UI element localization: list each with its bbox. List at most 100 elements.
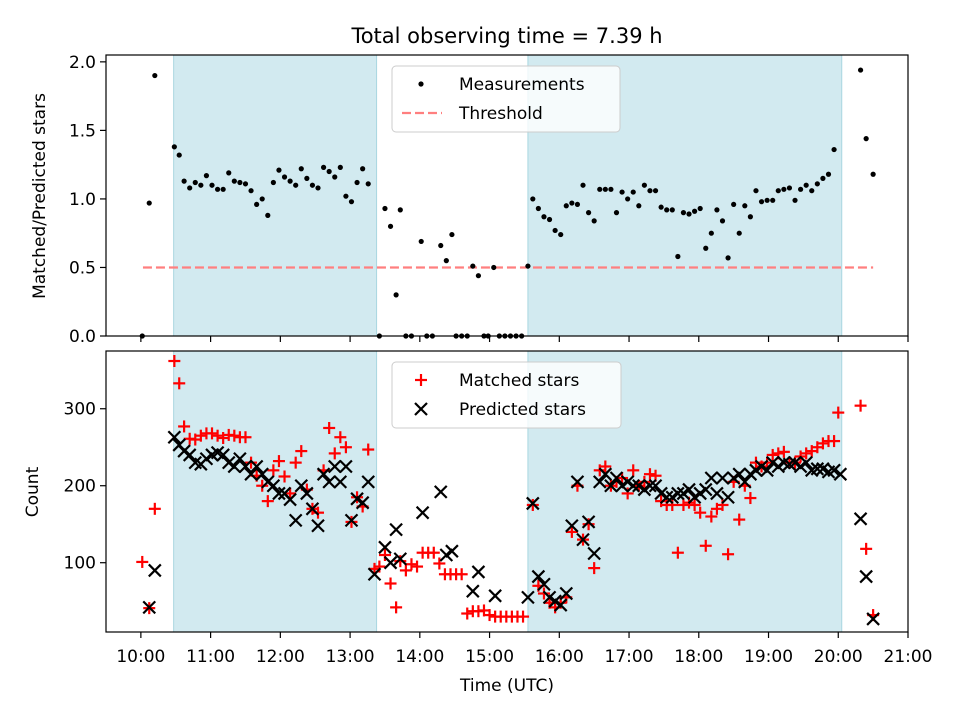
predicted-star-point	[322, 475, 336, 489]
measurement-point	[287, 178, 293, 184]
legend-measurements-label: Measurements	[459, 75, 585, 95]
marker-stroke	[182, 448, 197, 462]
top-shaded-intervals	[173, 54, 843, 337]
predicted-star-point	[249, 459, 264, 474]
predicted-star-point	[833, 467, 848, 481]
measurement-point	[293, 182, 299, 188]
marker-stroke	[565, 518, 579, 533]
measurement-point	[470, 263, 476, 269]
measurement-point	[242, 181, 249, 187]
marker-stroke	[609, 471, 624, 485]
predicted-star-point	[361, 475, 375, 489]
matched-star-point	[733, 513, 746, 526]
matched-star-point	[334, 431, 347, 444]
matched-star-point	[777, 445, 790, 458]
measurement-point	[680, 210, 687, 216]
predicted-star-point	[167, 430, 182, 445]
measurement-point	[438, 242, 444, 249]
marker-stroke	[142, 600, 157, 615]
marker-stroke	[570, 475, 585, 489]
marker-stroke	[255, 467, 269, 481]
predicted-star-point	[682, 482, 696, 497]
matched-star-point	[638, 475, 651, 488]
predicted-star-point	[559, 586, 574, 601]
marker-stroke	[553, 598, 568, 612]
predicted-star-point	[300, 486, 314, 501]
matched-star-point	[284, 487, 297, 500]
bottom-legend-box	[391, 361, 622, 429]
predicted-star-point	[760, 463, 774, 478]
y-tick-label: 200	[64, 477, 96, 497]
measurement-point	[675, 253, 681, 260]
x-tick-label: 19:00	[744, 647, 793, 667]
top-y-ticks: 0.0 0.5 1.0 1.5 2.0	[69, 53, 106, 347]
predicted-star-point	[255, 467, 269, 481]
matched-star-point	[816, 437, 829, 450]
measurement-point	[747, 214, 753, 220]
matched-star-point	[289, 456, 302, 469]
measurement-point	[530, 196, 536, 202]
shaded-interval	[173, 54, 378, 337]
measurement-point	[602, 186, 608, 192]
measurement-point	[792, 197, 798, 203]
predicted-star-point	[305, 502, 320, 516]
matched-star-point	[295, 445, 308, 458]
predicted-star-point	[433, 485, 448, 499]
predicted-star-point	[311, 518, 325, 533]
marker-stroke	[626, 478, 641, 493]
x-tick-label: 18:00	[674, 647, 723, 667]
predicted-star-point	[445, 544, 459, 558]
matched-star-point	[666, 498, 679, 511]
measurement-point	[708, 230, 714, 236]
matched-star-point	[582, 518, 595, 531]
measurement-point	[326, 168, 332, 175]
measurement-point	[597, 186, 603, 192]
predicted-star-point	[698, 482, 713, 497]
matched-star-point	[256, 479, 269, 492]
matched-star-point	[599, 460, 612, 473]
predicted-star-point	[643, 478, 657, 493]
matched-star-point	[766, 448, 779, 461]
predicted-star-point	[227, 459, 242, 474]
predicted-star-point	[710, 486, 724, 501]
marker-stroke	[294, 478, 309, 493]
marker-stroke	[853, 512, 868, 526]
measurement-point	[669, 207, 675, 213]
x-tick-label: 20:00	[814, 647, 863, 667]
measurement-point	[214, 186, 221, 192]
matched-star-point	[455, 568, 468, 581]
predicted-star-point	[715, 471, 730, 485]
matched-star-point	[588, 562, 601, 575]
measurement-point	[552, 227, 558, 234]
measurement-point	[525, 263, 531, 269]
bottom-x-ticks: 10:00 11:00 12:00 13:00 14:00 15:00 16:00 17:00…	[116, 632, 933, 667]
predicted-star-point	[383, 555, 398, 570]
marker-stroke	[576, 532, 590, 547]
matched-star-point	[761, 456, 774, 469]
x-tick-label: 17:00	[605, 647, 654, 667]
marker-stroke	[466, 584, 480, 598]
predicted-star-point	[266, 478, 281, 493]
bottom-panel: 100 200 300 10:00 11:00 12:00 13:00 14:00 15:00…	[23, 350, 933, 696]
marker-stroke	[383, 555, 398, 570]
marker-stroke	[559, 586, 574, 601]
measurement-point	[753, 188, 759, 194]
marker-stroke	[682, 482, 696, 497]
measurement-point	[820, 175, 826, 181]
marker-stroke	[548, 594, 562, 608]
predicted-star-point	[810, 462, 825, 476]
marker-stroke	[261, 475, 275, 489]
x-axis-label: Time (UTC)	[459, 676, 554, 696]
marker-stroke	[754, 459, 769, 474]
measurement-point	[337, 164, 343, 170]
matched-star-point	[328, 447, 341, 460]
predicted-star-point	[389, 522, 403, 537]
measurement-point	[360, 166, 366, 172]
measurement-point	[775, 188, 781, 194]
marker-stroke	[715, 471, 730, 485]
matched-star-point	[616, 472, 629, 485]
measurement-point	[803, 182, 809, 188]
matched-star-point	[860, 542, 873, 555]
predicted-star-point	[333, 475, 348, 489]
measurement-point	[226, 170, 232, 176]
